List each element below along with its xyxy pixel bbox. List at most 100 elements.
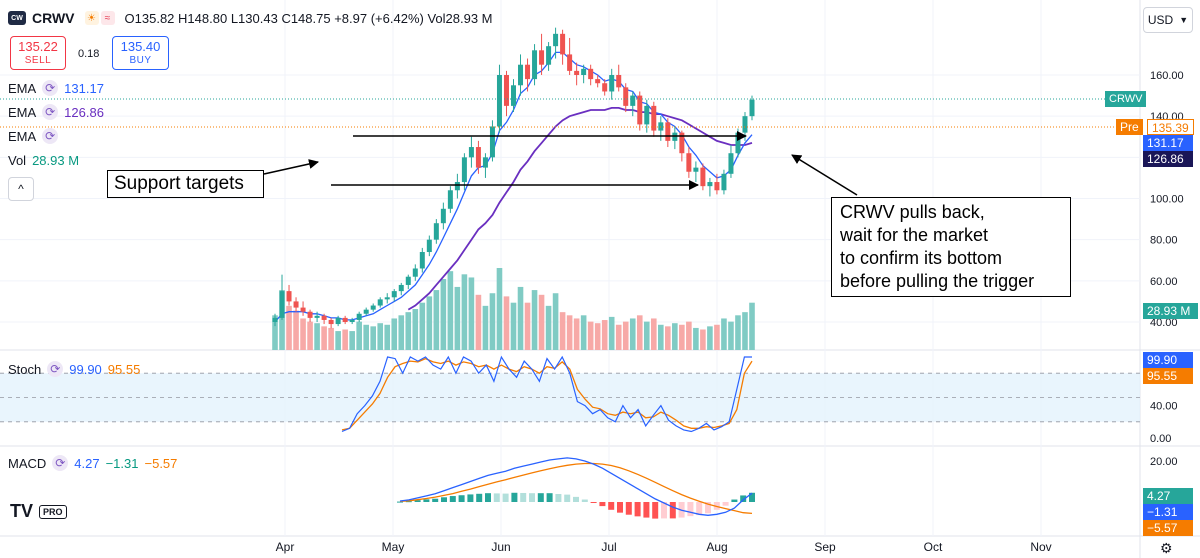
callout-line-4: before pulling the trigger — [840, 271, 1035, 291]
x-tick-label: May — [382, 540, 405, 554]
candle-body — [602, 83, 608, 92]
volume-bar — [714, 324, 720, 350]
macd-line — [399, 457, 753, 516]
indicator-settings-icon[interactable]: ⟳ — [52, 455, 69, 471]
indicator-settings-icon[interactable]: ⟳ — [42, 80, 59, 96]
gear-icon[interactable]: ⚙ — [1160, 540, 1173, 556]
macd-histogram-bar — [441, 497, 447, 502]
macd-histogram-bar — [669, 502, 676, 519]
candle-body — [679, 132, 685, 154]
macd-histogram-bar — [599, 502, 606, 507]
candle-body — [616, 75, 622, 88]
volume-bar — [552, 293, 559, 350]
wave-icon[interactable]: ≈ — [100, 11, 115, 25]
macd-histogram-bar — [476, 493, 483, 502]
macd-hist-tag: 4.27 — [1143, 488, 1193, 504]
volume-bar — [650, 318, 657, 350]
indicator-settings-icon[interactable]: ⟳ — [42, 128, 59, 144]
volume-bar — [489, 293, 496, 350]
macd-legend[interactable]: MACD ⟳ 4.27 −1.31 −5.57 — [8, 455, 177, 471]
x-tick-label: Apr — [276, 540, 295, 554]
x-tick-label: Jul — [601, 540, 616, 554]
buy-button[interactable]: 135.40 BUY — [112, 36, 169, 70]
sell-price: 135.22 — [18, 39, 58, 54]
volume-bar — [279, 290, 285, 350]
chevron-up-icon: ^ — [18, 182, 24, 196]
volume-bar — [693, 327, 699, 350]
candle-body — [721, 173, 727, 191]
macd-histogram-bar — [581, 499, 588, 502]
ema-slow-legend[interactable]: EMA ⟳ 126.86 — [8, 104, 104, 120]
stoch-label: Stoch — [8, 361, 42, 377]
volume-legend[interactable]: Vol 28.93 M — [8, 153, 79, 168]
candle-body — [328, 319, 334, 325]
candle-body — [440, 208, 446, 224]
symbol-price-tag: CRWV — [1105, 91, 1147, 107]
macd-y-tick-label: 20.00 — [1150, 456, 1178, 468]
symbol-header: CW CRWV ☀ ≈ O135.82 H148.80 L130.43 C148… — [8, 10, 493, 26]
macd-histogram-bar — [537, 493, 544, 502]
candle-body — [398, 284, 404, 292]
candle-body — [503, 75, 509, 106]
volume-bar — [314, 323, 320, 350]
macd-histogram-bar — [485, 493, 491, 502]
ohlc-volume: Vol28.93 M — [427, 10, 493, 26]
symbol-logo-icon: CW — [8, 11, 26, 25]
volume-bar — [307, 321, 313, 350]
volume-bar — [636, 315, 643, 350]
ema-slow-line — [407, 107, 753, 311]
volume-bar — [517, 286, 524, 350]
candle-body — [553, 33, 559, 47]
volume-bar — [538, 294, 545, 350]
volume-bar — [658, 324, 664, 350]
macd-histogram-bar — [432, 498, 439, 502]
sun-icon[interactable]: ☀ — [84, 11, 99, 25]
indicator-settings-icon[interactable]: ⟳ — [42, 104, 59, 120]
macd-histogram-bar — [529, 493, 535, 502]
macd-label: MACD — [8, 455, 47, 471]
callout-line-1: CRWV pulls back, — [840, 202, 985, 222]
volume-bar — [496, 268, 503, 350]
candle-body — [426, 239, 432, 253]
volume-bar — [335, 331, 341, 350]
sell-button[interactable]: 135.22 SELL — [10, 36, 66, 70]
macd-histogram-bar — [520, 492, 527, 502]
volume-bar — [510, 302, 517, 350]
candle-body — [567, 54, 573, 71]
support-targets-label: Support targets — [107, 170, 264, 198]
macd-histogram-bar — [493, 493, 500, 502]
candle-body — [300, 307, 306, 312]
volume-bar — [293, 310, 299, 350]
stoch-legend[interactable]: Stoch ⟳ 99.90 95.55 — [8, 361, 140, 377]
ema-slow-value: 126.86 — [64, 104, 104, 120]
candle-body — [630, 95, 636, 106]
candle-body — [314, 315, 320, 318]
macd-histogram-bar — [511, 492, 518, 502]
macd-histogram-bar — [643, 502, 650, 518]
symbol-name[interactable]: CRWV — [32, 10, 75, 26]
tradingview-logo[interactable]: TV PRO — [10, 501, 67, 522]
candle-body — [370, 305, 376, 310]
x-tick-label: Sep — [814, 540, 836, 554]
y-tick-label: 160.00 — [1150, 70, 1184, 82]
volume-bar — [728, 321, 734, 350]
volume-bar — [559, 312, 566, 350]
volume-bar — [475, 294, 482, 350]
macd-histogram-bar — [749, 492, 755, 502]
candle-body — [700, 167, 706, 187]
indicator-settings-icon[interactable]: ⟳ — [47, 361, 64, 377]
currency-selector[interactable]: USD ▼ — [1143, 7, 1193, 33]
ema-third-legend[interactable]: EMA ⟳ — [8, 128, 59, 144]
candle-body — [728, 153, 734, 174]
ohlc-change: +8.97 (+6.42%) — [334, 10, 424, 26]
volume-bar — [601, 320, 608, 350]
collapse-legend-button[interactable]: ^ — [8, 177, 34, 201]
macd-histogram-bar — [740, 495, 747, 502]
ema-fast-legend[interactable]: EMA ⟳ 131.17 — [8, 80, 104, 96]
volume-label: Vol — [8, 153, 27, 168]
chevron-down-icon: ▼ — [1179, 15, 1189, 25]
candle-body — [307, 311, 313, 318]
volume-bar — [735, 315, 741, 350]
volume-bar — [742, 312, 748, 350]
